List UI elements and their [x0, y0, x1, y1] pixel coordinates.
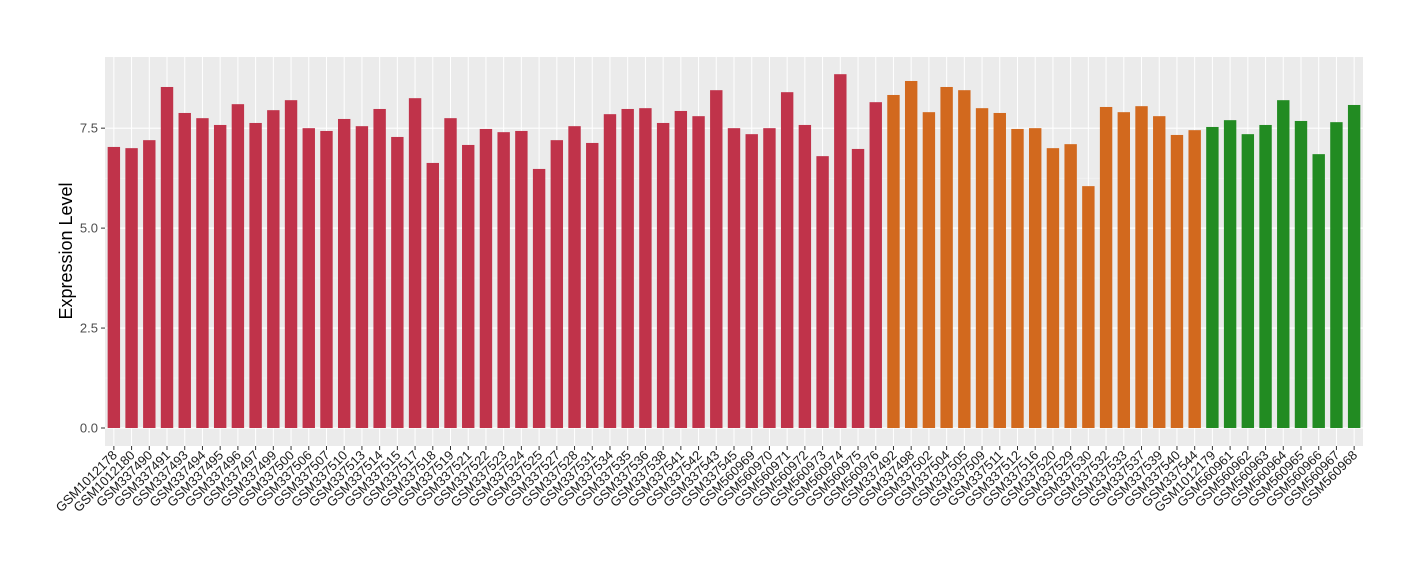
bar: [373, 108, 386, 429]
bar: [1347, 104, 1361, 429]
bar: [1046, 148, 1060, 429]
bar: [763, 128, 776, 429]
bar: [1135, 106, 1148, 429]
bar: [1206, 126, 1219, 429]
bar: [869, 102, 882, 429]
bar: [550, 140, 564, 429]
bar: [497, 132, 510, 429]
bar: [1064, 144, 1077, 429]
bar: [834, 74, 847, 429]
bar: [249, 122, 262, 429]
bar: [408, 98, 422, 429]
bar: [355, 126, 369, 429]
bar: [143, 140, 156, 429]
bar: [586, 142, 599, 429]
bar: [1188, 130, 1201, 429]
bar: [922, 112, 936, 429]
bar: [639, 108, 652, 429]
bar: [816, 156, 829, 429]
bar: [1330, 122, 1343, 429]
y-tick-label: 7.5: [80, 121, 98, 136]
bar: [1029, 128, 1042, 429]
bar: [568, 126, 581, 429]
bar: [231, 104, 245, 429]
bar: [958, 90, 971, 429]
bar: [213, 124, 227, 429]
bar: [1312, 154, 1325, 429]
bar: [1153, 116, 1166, 429]
bar: [1294, 120, 1308, 429]
bar: [603, 114, 617, 429]
bar: [302, 128, 315, 429]
bar: [1223, 120, 1237, 429]
y-axis-label: Expression Level: [56, 182, 76, 319]
bar: [1277, 100, 1290, 429]
bar: [1170, 134, 1184, 429]
bar: [107, 146, 121, 429]
bar: [904, 80, 918, 429]
bar: [284, 100, 298, 429]
bar: [196, 118, 209, 429]
bar: [426, 162, 439, 429]
bar: [940, 86, 953, 429]
y-tick-label: 2.5: [80, 321, 98, 336]
bar: [1117, 112, 1131, 429]
bar: [178, 112, 191, 429]
bar: [798, 124, 812, 429]
bar: [320, 130, 333, 429]
bar: [532, 168, 546, 429]
bar: [993, 112, 1006, 429]
bar: [391, 136, 404, 429]
bar: [621, 108, 634, 429]
bar: [125, 148, 138, 429]
bar: [851, 148, 865, 429]
bar: [1082, 186, 1095, 429]
bar: [515, 130, 528, 429]
bar: [692, 116, 705, 429]
bar: [462, 144, 475, 429]
y-tick-label: 0.0: [80, 421, 98, 436]
bar: [887, 94, 900, 429]
bar: [975, 108, 989, 429]
bar: [160, 86, 174, 429]
bar: [1259, 124, 1272, 429]
bar: [1241, 134, 1255, 429]
y-tick-label: 5.0: [80, 221, 98, 236]
bar: [656, 122, 670, 429]
bar: [780, 92, 794, 429]
bar: [1011, 128, 1024, 429]
bar: [337, 118, 351, 429]
bar: [1099, 106, 1113, 429]
bar: [479, 128, 493, 429]
bar: [710, 90, 723, 429]
bar: [444, 118, 457, 429]
bar: [267, 110, 280, 429]
bar: [727, 128, 741, 429]
bar: [745, 134, 758, 429]
bar: [674, 110, 688, 429]
